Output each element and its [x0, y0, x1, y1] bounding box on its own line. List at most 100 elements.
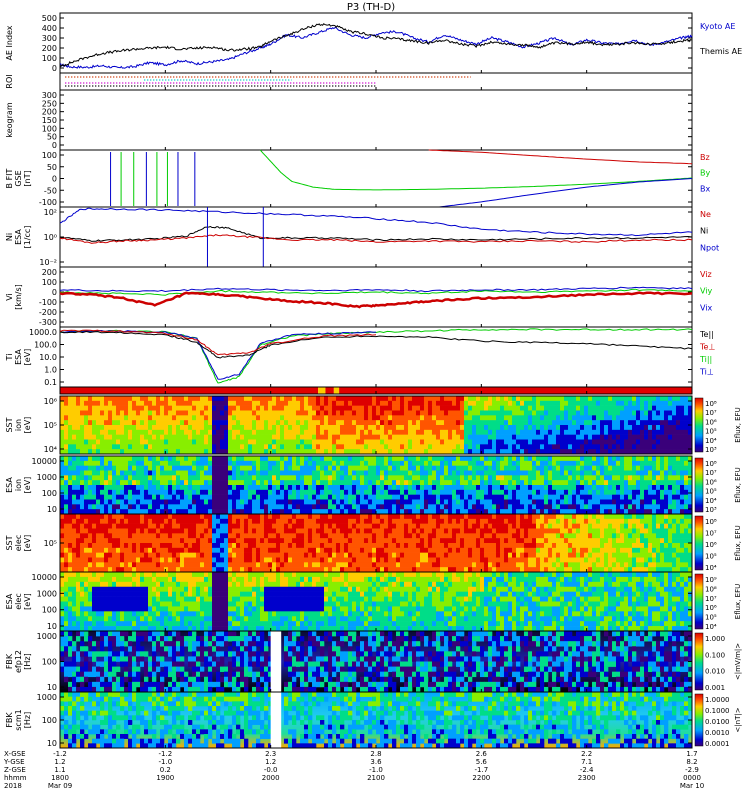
spectrogram-cell	[212, 475, 217, 481]
spectrogram-cell	[236, 567, 241, 573]
spectrogram-cell	[264, 562, 269, 568]
spectrogram-cell	[316, 528, 321, 534]
spectrogram-cell	[116, 518, 121, 524]
spectrogram-cell	[320, 523, 325, 529]
spectrogram-cell	[204, 523, 209, 529]
spectrogram-cell	[452, 425, 457, 431]
spectrogram-cell	[376, 396, 381, 402]
spectrogram-cell	[336, 533, 341, 539]
spectrogram-cell	[452, 410, 457, 416]
spectrogram-cell	[344, 547, 349, 553]
spectrogram-cell	[184, 434, 189, 440]
spectrogram-cell	[148, 420, 153, 426]
spectrogram-cell	[288, 429, 293, 435]
spectrogram-cell	[220, 543, 225, 549]
spectrogram-cell	[408, 400, 413, 406]
spectrogram-cell	[68, 489, 73, 495]
spectrogram-cell	[240, 434, 245, 440]
spectrogram-cell	[64, 444, 69, 450]
spectrogram-cell	[256, 538, 261, 544]
spectrogram-cell	[392, 509, 397, 515]
spectrogram-cell	[628, 400, 633, 406]
spectrogram-cell	[620, 485, 625, 491]
spectrogram-cell	[268, 518, 273, 524]
spectrogram-cell	[336, 562, 341, 568]
spectrogram-cell	[224, 439, 229, 445]
spectrogram-cell	[544, 494, 549, 500]
spectrogram-cell	[628, 425, 633, 431]
spectrogram-cell	[288, 425, 293, 431]
spectrogram-cell	[468, 415, 473, 421]
spectrogram-cell	[280, 523, 285, 529]
spectrogram-cell	[132, 460, 137, 466]
spectrogram-cell	[100, 415, 105, 421]
spectrogram-cell	[136, 518, 141, 524]
spectrogram-cell	[388, 434, 393, 440]
spectrogram-cell	[396, 470, 401, 476]
spectrogram-cell	[280, 434, 285, 440]
spectrogram-cell	[336, 429, 341, 435]
spectrogram-cell	[616, 449, 621, 455]
spectrogram-cell	[576, 410, 581, 416]
spectrogram-cell	[224, 434, 229, 440]
spectrogram-cell	[448, 465, 453, 471]
spectrogram-cell	[276, 518, 281, 524]
spectrogram-cell	[316, 470, 321, 476]
spectrogram-cell	[272, 552, 277, 558]
spectrogram-cell	[212, 400, 217, 406]
spectrogram-cell	[136, 538, 141, 544]
spectrogram-cell	[92, 489, 97, 495]
spectrogram-cell	[328, 425, 333, 431]
spectrogram-cell	[248, 400, 253, 406]
spectrogram-cell	[148, 460, 153, 466]
spectrogram-cell	[68, 562, 73, 568]
spectrogram-cell	[608, 425, 613, 431]
spectrogram-cell	[192, 456, 197, 462]
spectrogram-cell	[500, 449, 505, 455]
spectrogram-cell	[396, 400, 401, 406]
spectrogram-cell	[464, 425, 469, 431]
spectrogram-cell	[360, 547, 365, 553]
spectrogram-cell	[328, 444, 333, 450]
spectrogram-cell	[684, 489, 689, 495]
spectrogram-cell	[292, 475, 297, 481]
spectrogram-cell	[184, 523, 189, 529]
spectrogram-cell	[184, 533, 189, 539]
spectrogram-cell	[520, 499, 525, 505]
spectrogram-cell	[72, 514, 77, 520]
spectrogram-cell	[476, 470, 481, 476]
spectrogram-cell	[388, 415, 393, 421]
spectrogram-cell	[272, 557, 277, 563]
spectrogram-cell	[236, 499, 241, 505]
spectrogram-cell	[488, 499, 493, 505]
spectrogram-cell	[328, 499, 333, 505]
plot-title: P3 (TH-D)	[347, 2, 395, 13]
spectrogram-cell	[300, 415, 305, 421]
spectrogram-cell	[184, 410, 189, 416]
spectrogram-cell	[276, 456, 281, 462]
spectrogram-cell	[116, 444, 121, 450]
spectrogram-cell	[124, 429, 129, 435]
spectrogram-cell	[176, 415, 181, 421]
spectrogram-cell	[452, 400, 457, 406]
spectrogram-cell	[76, 405, 81, 411]
spectrogram-cell	[396, 444, 401, 450]
spectrogram-cell	[648, 400, 653, 406]
spectrogram-cell	[536, 456, 541, 462]
spectrogram-cell	[176, 552, 181, 558]
spectrogram-cell	[180, 485, 185, 491]
spectrogram-cell	[392, 434, 397, 440]
spectrogram-cell	[316, 420, 321, 426]
spectrogram-cell	[656, 509, 661, 515]
spectrogram-cell	[228, 489, 233, 495]
spectrogram-cell	[80, 420, 85, 426]
spectrogram-cell	[104, 400, 109, 406]
spectrogram-cell	[628, 494, 633, 500]
spectrogram-cell	[228, 439, 233, 445]
spectrogram-cell	[212, 456, 217, 462]
spectrogram-cell	[328, 470, 333, 476]
spectrogram-cell	[340, 420, 345, 426]
spectrogram-cell	[532, 429, 537, 435]
spectrogram-cell	[196, 405, 201, 411]
spectrogram-cell	[112, 449, 117, 455]
